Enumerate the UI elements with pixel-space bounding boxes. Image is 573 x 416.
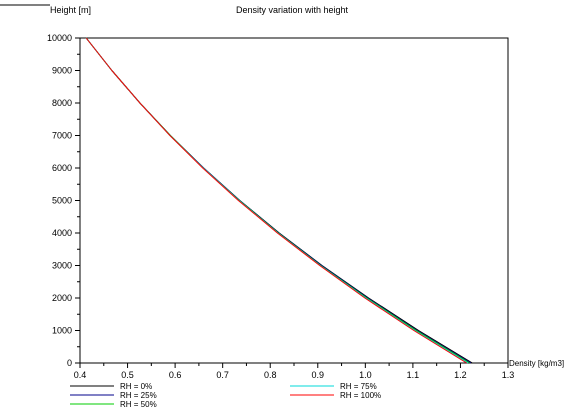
x-tick-label: 0.9 — [312, 370, 325, 380]
y-tick-label: 1000 — [52, 326, 72, 336]
y-tick-label: 9000 — [52, 66, 72, 76]
y-tick-label: 5000 — [52, 196, 72, 206]
x-tick-label: 0.4 — [74, 370, 87, 380]
y-tick-label: 7000 — [52, 131, 72, 141]
y-tick-label: 3000 — [52, 261, 72, 271]
x-axis-label: Density [kg/m3] — [509, 359, 564, 368]
legend-label: RH = 100% — [340, 391, 381, 400]
series-line — [85, 37, 470, 364]
x-tick-label: 1.3 — [502, 370, 515, 380]
y-tick-label: 10000 — [47, 33, 72, 43]
y-tick-label: 8000 — [52, 98, 72, 108]
y-axis-label: Height [m] — [50, 5, 91, 15]
x-tick-label: 0.8 — [264, 370, 277, 380]
series-line — [85, 37, 473, 364]
y-axis: 0 1000 2000 3000 4000 5000 6000 7000 8000 9000 100… — [47, 33, 80, 368]
plot-frame — [79, 37, 509, 364]
x-tick-label: 1.0 — [359, 370, 372, 380]
y-tick-label: 2000 — [52, 293, 72, 303]
x-axis: 0.4 0.5 0.6 0.7 0.8 0.9 1.0 1.1 1.2 1.3 — [74, 363, 515, 380]
series-line — [85, 37, 469, 364]
x-tick-label: 1.2 — [454, 370, 467, 380]
y-tick-label: 6000 — [52, 163, 72, 173]
plot-area: 0 1000 2000 3000 4000 5000 6000 7000 8000 9000 100… — [47, 33, 514, 380]
legend-label: RH = 25% — [120, 391, 157, 400]
series-line — [85, 37, 467, 364]
x-tick-label: 0.5 — [121, 370, 134, 380]
series-line — [85, 37, 472, 364]
x-tick-label: 0.6 — [169, 370, 182, 380]
legend-label: RH = 50% — [120, 400, 157, 409]
legend-label: RH = 0% — [120, 382, 152, 391]
chart-title: Density variation with height — [236, 5, 349, 15]
y-tick-label: 4000 — [52, 228, 72, 238]
y-tick-label: 0 — [67, 358, 72, 368]
series-lines — [85, 37, 473, 364]
x-tick-label: 0.7 — [216, 370, 229, 380]
legend-label: RH = 75% — [340, 382, 377, 391]
legend: RH = 0%RH = 25%RH = 50% RH = 75%RH = 100% — [70, 382, 381, 409]
x-tick-label: 1.1 — [407, 370, 420, 380]
